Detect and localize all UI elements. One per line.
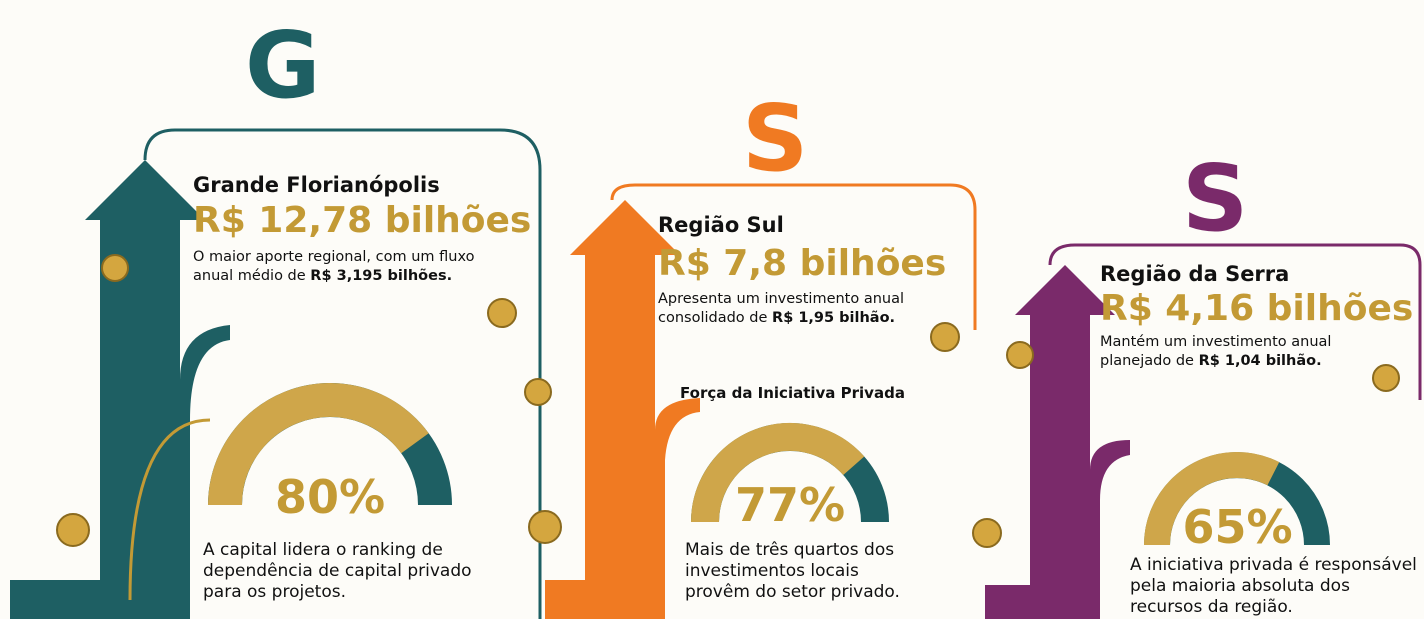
description-text: Apresenta um investimento anual consolid… xyxy=(658,291,905,326)
region-description: Mantém um investimento anual planejado d… xyxy=(1100,333,1360,371)
orange-line xyxy=(610,183,977,330)
teal-line xyxy=(143,128,542,619)
purple-line xyxy=(1048,243,1422,400)
gauge-caption: A iniciativa privada é responsável pela … xyxy=(1130,555,1417,617)
coins xyxy=(56,254,1400,548)
icon-letter: S xyxy=(1182,145,1249,252)
gauge-label: 77% xyxy=(734,478,846,532)
region-title: Região Sul xyxy=(658,213,784,237)
gauge-label: 65% xyxy=(1182,500,1293,554)
gauge-label: 80% xyxy=(274,470,386,524)
orange-arrow xyxy=(545,200,700,619)
region-title: Região da Serra xyxy=(1100,262,1290,286)
gauge-fill xyxy=(691,423,865,523)
description-text: Mantém um investimento anual planejado d… xyxy=(1100,334,1332,369)
description-bold: R$ 1,04 bilhão. xyxy=(1198,353,1322,369)
purple-arrow xyxy=(985,265,1130,619)
region-amount: R$ 4,16 bilhões xyxy=(1100,288,1414,329)
gauge-fill xyxy=(1144,452,1280,546)
icon-letter: S xyxy=(742,85,809,192)
description-text: O maior aporte regional, com um fluxo an… xyxy=(193,249,475,284)
gold-line xyxy=(128,418,211,601)
description-bold: R$ 1,95 bilhão. xyxy=(772,310,896,326)
gauge-caption: A capital lidera o ranking de dependênci… xyxy=(203,540,472,602)
icon-letter: G xyxy=(245,12,321,119)
region-description: O maior aporte regional, com um fluxo an… xyxy=(193,248,513,286)
teal-arrow xyxy=(10,160,230,619)
gauge-fill xyxy=(208,383,429,506)
region-amount: R$ 12,78 bilhões xyxy=(193,200,532,241)
region-amount: R$ 7,8 bilhões xyxy=(658,243,947,284)
gauge-caption: Mais de três quartos dos investimentos l… xyxy=(685,540,900,602)
description-bold: R$ 3,195 bilhões. xyxy=(310,268,453,284)
region-description: Apresenta um investimento anual consolid… xyxy=(658,290,948,328)
section-heading: Força da Iniciativa Privada xyxy=(680,384,905,402)
region-title: Grande Florianópolis xyxy=(193,173,440,197)
